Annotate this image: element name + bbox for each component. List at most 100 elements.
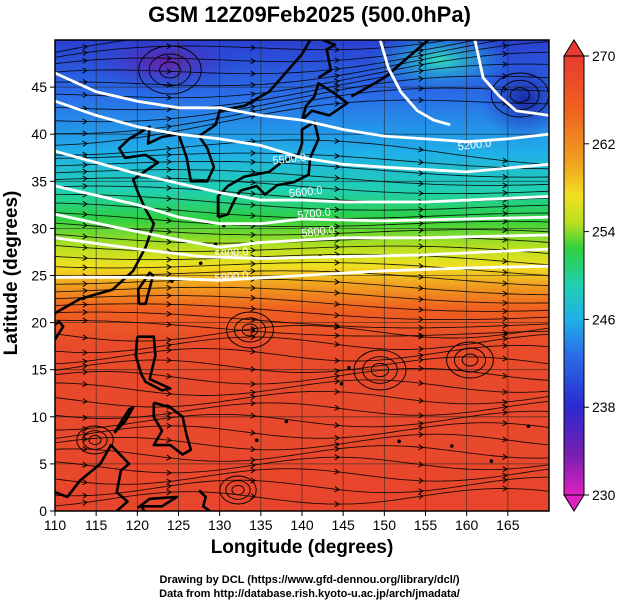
streamline-arrow	[334, 83, 340, 90]
streamline-arrow	[166, 55, 172, 62]
height-contour	[55, 71, 549, 144]
streamline-arrow	[166, 415, 172, 422]
streamline-arrow	[250, 190, 256, 197]
streamline-arrow	[502, 280, 508, 287]
streamline-eddy	[510, 87, 530, 103]
contour-label: 5900.0	[214, 246, 249, 261]
streamline-arrow	[418, 365, 424, 372]
streamline-arrow	[82, 349, 88, 356]
streamline-arrow	[82, 161, 88, 168]
streamline-arrow	[334, 368, 340, 375]
streamline-arrow	[250, 247, 256, 254]
streamline-arrow	[418, 170, 424, 177]
streamline-eddy	[500, 79, 540, 111]
y-tick-label: 10	[31, 409, 47, 425]
streamline-arrow	[334, 244, 340, 251]
streamline-arrow	[418, 262, 424, 269]
streamline-arrow	[250, 81, 256, 88]
streamline-arrow	[502, 436, 508, 443]
streamline-arrow	[334, 87, 340, 94]
streamline-arrow	[82, 425, 88, 432]
coastlines	[55, 40, 531, 511]
streamline-arrow	[250, 91, 256, 98]
streamline-arrow	[166, 81, 172, 88]
island	[526, 424, 531, 429]
streamline-arrow	[419, 33, 423, 38]
streamline-arrow	[166, 390, 172, 397]
streamline-arrow	[502, 315, 508, 322]
streamline-arrow	[82, 140, 88, 147]
streamline-arrow	[502, 157, 508, 164]
streamline-arrow	[418, 243, 424, 250]
streamline-arrow	[250, 380, 256, 387]
streamline-arrow	[502, 466, 508, 473]
streamline-arrow	[418, 190, 424, 197]
streamline-arrow	[418, 206, 424, 213]
colorbar-top-arrow	[563, 39, 585, 57]
streamline-arrow	[418, 461, 424, 468]
credit-line-2: Data from http://database.rish.kyoto-u.a…	[159, 588, 460, 600]
streamline-arrow	[166, 166, 172, 173]
streamline	[55, 262, 549, 277]
colorbar-scale	[563, 55, 585, 496]
streamline-arrow	[502, 290, 508, 297]
y-tick-label: 5	[39, 456, 47, 472]
island	[450, 444, 454, 448]
streamline-arrow	[334, 441, 340, 448]
streamline-arrow	[82, 130, 88, 137]
height-contour	[55, 236, 549, 260]
streamline	[55, 193, 549, 211]
streamline-arrow	[166, 483, 172, 490]
island	[254, 438, 259, 443]
streamline-arrow	[82, 67, 88, 74]
streamline-arrow	[334, 278, 340, 285]
streamline-arrow	[334, 300, 340, 307]
streamline-arrow	[82, 280, 88, 287]
streamline-arrow	[418, 333, 424, 340]
streamline-arrow	[250, 58, 256, 65]
streamline-arrow	[250, 260, 256, 267]
streamline	[55, 63, 549, 111]
streamline-arrow	[166, 151, 172, 158]
streamline	[55, 476, 549, 497]
streamline-arrow	[334, 78, 340, 85]
streamline-arrow	[166, 158, 172, 165]
streamline-arrow	[334, 289, 340, 296]
cold-core-east	[480, 60, 549, 140]
island	[284, 419, 289, 424]
cold-core-west	[85, 40, 245, 94]
streamline-arrow	[82, 334, 88, 341]
streamline-arrow	[334, 40, 336, 41]
streamline-arrow	[502, 409, 508, 416]
island	[397, 439, 401, 444]
streamline-arrow	[250, 168, 256, 175]
streamline-arrow	[166, 489, 172, 496]
streamline-arrow	[166, 422, 172, 429]
warm-tongue-north	[370, 40, 510, 90]
streamline-arrow	[82, 118, 88, 125]
streamline-arrow	[418, 346, 424, 353]
streamline-eddy	[138, 45, 202, 95]
colorbar-tick-label: 270	[592, 48, 616, 64]
streamline-arrow	[250, 348, 256, 355]
streamline	[55, 379, 549, 396]
contour-label: 5800.0	[301, 224, 336, 239]
streamline-eddy	[370, 362, 390, 378]
streamline-arrow	[82, 211, 88, 218]
streamline-arrow	[250, 212, 256, 219]
streamline-arrow	[334, 66, 340, 73]
streamline-eddy	[461, 353, 479, 367]
streamline-arrow	[502, 485, 508, 492]
streamline-arrow	[250, 429, 256, 436]
streamline-arrow	[418, 146, 424, 153]
coastline-segment	[152, 401, 193, 456]
streamline-arrow	[502, 336, 508, 343]
streamline-arrow	[418, 380, 424, 386]
streamline-arrow	[82, 369, 88, 376]
streamline	[55, 311, 549, 329]
streamline-arrow	[418, 159, 424, 166]
coastline-segment	[113, 406, 135, 434]
streamline-arrow	[334, 163, 340, 170]
streamline-eddy	[241, 323, 259, 337]
colorbar-tick-label: 246	[592, 311, 616, 327]
